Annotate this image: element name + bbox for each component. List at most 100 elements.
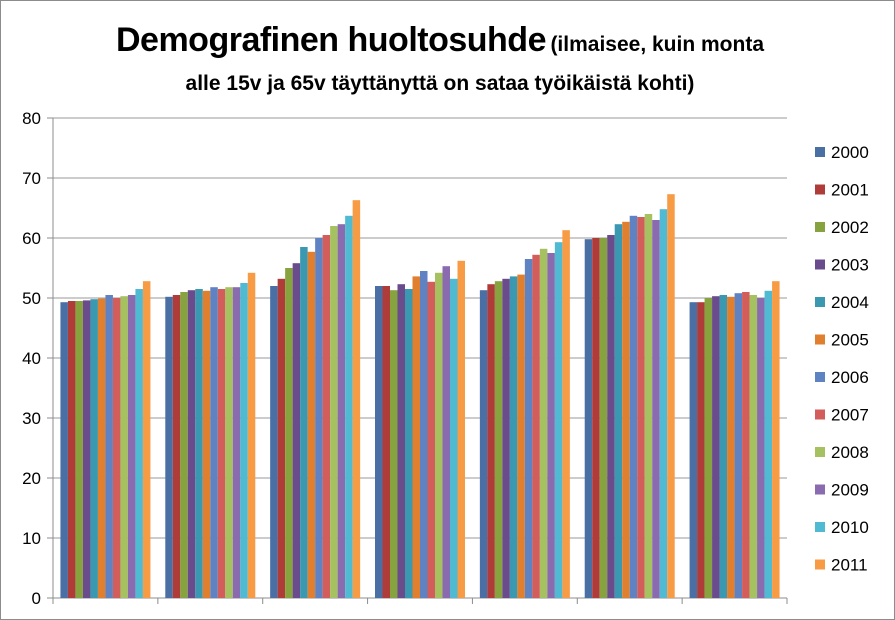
bar-2005 (202, 290, 211, 598)
bar-2006 (210, 287, 218, 598)
bar-2004 (90, 299, 98, 598)
bar-2003 (82, 300, 91, 598)
bar-2003 (712, 296, 720, 598)
bar-2010 (240, 283, 248, 598)
legend-label: 2005 (831, 331, 869, 350)
bar-2004 (300, 247, 308, 598)
bar-2006 (315, 238, 323, 598)
bar-2000 (60, 302, 68, 598)
bar-2005 (727, 296, 735, 598)
y-tick-label: 70 (22, 169, 41, 188)
bar-2011 (352, 200, 361, 598)
bar-2002 (390, 290, 398, 598)
bar-2008 (435, 272, 443, 598)
legend-label: 2002 (831, 218, 869, 237)
bar-2010 (450, 278, 458, 598)
bar-2005 (622, 221, 630, 599)
bar-2009 (442, 266, 450, 598)
legend-label: 2011 (831, 556, 868, 575)
legend-label: 2001 (831, 181, 869, 200)
bar-2004 (509, 276, 518, 598)
bar-2010 (764, 290, 773, 598)
bar-2008 (225, 287, 233, 598)
bar-2007 (532, 254, 540, 599)
bar-2003 (607, 235, 615, 598)
bar-2003 (187, 290, 196, 598)
bar-2009 (337, 224, 346, 598)
y-tick-label: 20 (22, 469, 41, 488)
bar-2004 (195, 289, 203, 598)
bar-2009 (757, 298, 765, 598)
bar-2009 (127, 295, 136, 598)
bar-2007 (427, 281, 435, 598)
bar-2005 (517, 274, 525, 598)
bar-2010 (345, 215, 353, 599)
bar-2008 (120, 296, 128, 598)
bar-2010 (554, 242, 563, 598)
legend-swatch (815, 409, 825, 420)
bar-2001 (67, 301, 76, 598)
bar-2011 (562, 230, 570, 598)
y-tick-label: 50 (22, 289, 41, 308)
legend-label: 2008 (831, 443, 869, 462)
bar-2004 (614, 224, 623, 598)
legend-label: 2000 (831, 143, 869, 162)
bar-2001 (487, 284, 495, 598)
bar-2011 (142, 281, 151, 598)
legend-label: 2004 (831, 293, 869, 312)
bar-2006 (734, 293, 743, 598)
legend-swatch (815, 447, 825, 457)
bar-2000 (270, 286, 278, 598)
bar-2001 (277, 278, 286, 598)
legend-label: 2009 (831, 481, 869, 500)
bar-2010 (135, 289, 143, 598)
bar-2011 (457, 260, 465, 598)
bar-2007 (322, 235, 331, 598)
bar-2001 (382, 286, 390, 598)
legend-swatch (815, 334, 825, 345)
bar-2001 (592, 238, 600, 598)
legend-swatch (815, 522, 825, 532)
bar-2007 (742, 292, 750, 598)
bar-2007 (217, 289, 226, 598)
y-tick-label: 0 (32, 589, 41, 608)
bar-2000 (375, 286, 383, 598)
bar-2008 (749, 295, 758, 598)
y-tick-label: 60 (22, 229, 41, 248)
bar-2003 (397, 284, 405, 598)
bars (60, 194, 780, 599)
legend-swatch (815, 222, 825, 232)
legend-swatch (815, 184, 825, 195)
bar-2002 (704, 298, 713, 598)
bar-2005 (97, 298, 106, 598)
legend-label: 2003 (831, 256, 869, 275)
bar-2001 (697, 302, 705, 598)
bar-2000 (584, 239, 593, 598)
bar-2010 (659, 209, 668, 598)
bar-2005 (307, 251, 316, 599)
legend-label: 2010 (831, 518, 869, 537)
bar-2011 (247, 272, 256, 598)
chart-title-block: Demografinen huoltosuhde (ilmaisee, kuin… (60, 18, 820, 99)
bar-2004 (719, 295, 728, 598)
bar-2002 (180, 292, 188, 598)
legend-swatch (815, 372, 825, 382)
bar-2000 (165, 296, 173, 598)
bar-2006 (105, 295, 113, 598)
bar-2000 (689, 302, 698, 598)
legend-label: 2007 (831, 406, 869, 425)
legend-swatch (815, 259, 825, 270)
legend-swatch (815, 559, 825, 570)
y-tick-label: 10 (22, 529, 41, 548)
bar-2006 (420, 271, 428, 598)
y-tick-label: 80 (22, 109, 41, 128)
legend-swatch (815, 297, 825, 307)
bar-2005 (412, 276, 420, 598)
legend-swatch (815, 484, 825, 495)
legend-label: 2006 (831, 368, 869, 387)
bar-2011 (772, 281, 780, 598)
bar-2002 (285, 268, 293, 598)
y-axis: 0 10 20 30 40 50 60 70 80 (22, 109, 788, 608)
legend: 2000 2001 2002 2003 2004 2005 2006 2007 2008 2009… (815, 143, 869, 575)
